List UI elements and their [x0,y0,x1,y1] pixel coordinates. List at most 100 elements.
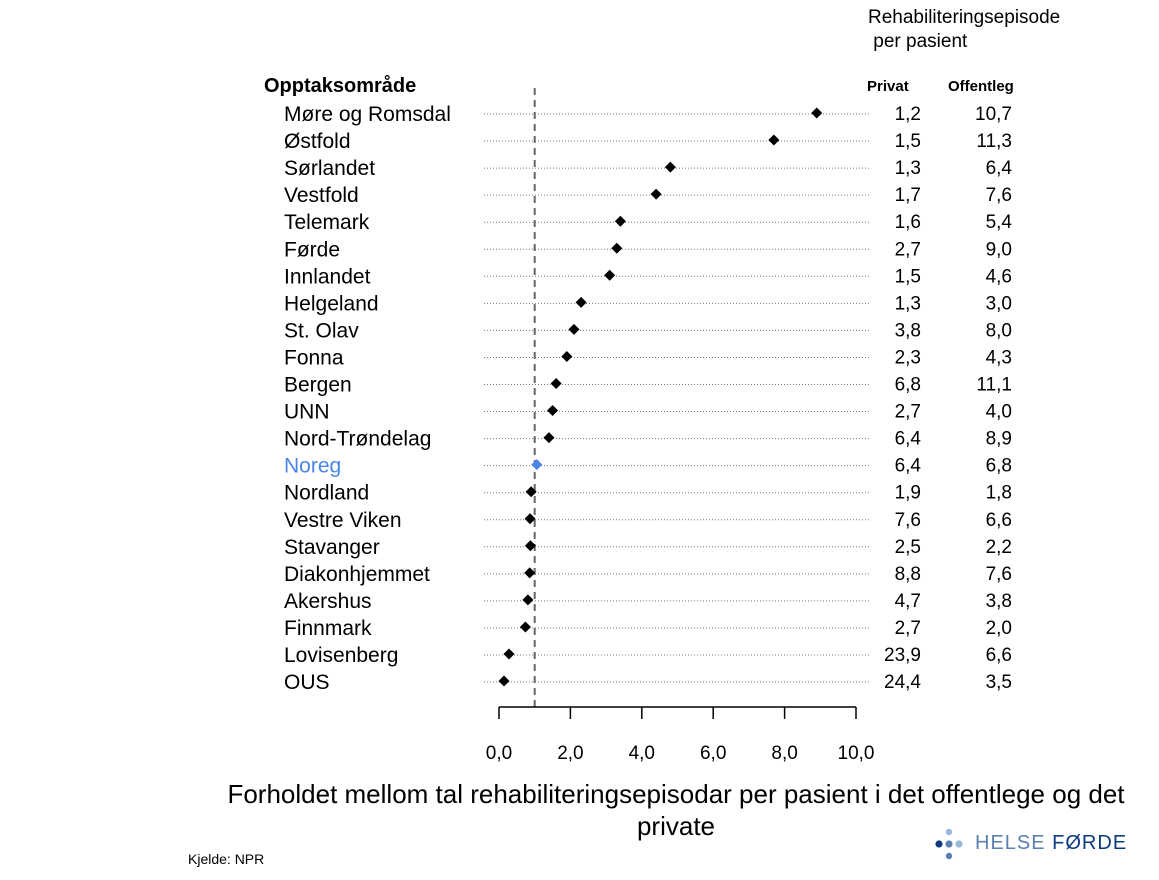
data-point [811,107,823,119]
offentleg-value: 4,3 [986,347,1012,368]
offentleg-value: 9,0 [986,239,1012,260]
data-point [522,594,534,606]
data-point [524,567,536,579]
data-point [543,432,555,444]
row-label: Finnmark [284,617,372,640]
privat-value: 6,4 [895,429,922,450]
row-label: Noreg [284,455,341,478]
offentleg-value: 7,6 [986,185,1012,206]
privat-value: 1,5 [895,131,921,152]
x-tick-label: 6,0 [700,743,726,764]
column-label-offentleg: Offentleg [948,78,1014,95]
data-point [519,621,531,633]
data-point [498,675,510,687]
privat-value: 2,7 [895,402,921,423]
privat-value: 6,4 [895,456,922,477]
row-label: Bergen [284,374,352,397]
offentleg-value: 11,3 [976,131,1012,152]
column-header-line-2: per pasient [868,31,968,52]
privat-value: 6,8 [895,375,921,396]
row-label: Fonna [284,346,344,369]
privat-value: 2,7 [895,618,921,639]
data-point [561,350,573,362]
row-label: Møre og Romsdal [284,103,451,126]
row-label: Nordland [284,482,369,505]
offentleg-value: 11,1 [976,375,1012,396]
row-label: Telemark [284,211,370,234]
data-point [550,378,562,389]
data-point [531,459,543,471]
row-label: St. Olav [284,319,359,342]
privat-value: 7,6 [895,510,921,531]
x-tick-label: 2,0 [557,743,583,764]
offentleg-value: 10,7 [975,104,1012,125]
row-label: Akershus [284,590,372,613]
row-label: Østfold [284,130,351,153]
offentleg-value: 4,6 [986,266,1012,287]
offentleg-value: 6,6 [986,645,1012,666]
privat-value: 1,9 [895,483,921,504]
offentleg-value: 3,5 [986,672,1012,693]
offentleg-value: 7,6 [986,564,1012,585]
x-tick-label: 10,0 [838,743,875,764]
row-label: Sørlandet [284,157,375,180]
row-label: Innlandet [284,265,371,288]
privat-value: 3,8 [895,320,921,341]
privat-value: 24,4 [884,672,921,693]
logo-dots-icon [935,828,963,860]
privat-value: 1,6 [895,212,921,233]
data-point [604,269,616,281]
row-label: Nord-Trøndelag [284,428,431,451]
offentleg-value: 4,0 [986,402,1012,423]
data-point [768,134,780,146]
x-tick-label: 0,0 [486,743,512,764]
offentleg-value: 2,0 [986,618,1012,639]
privat-value: 1,3 [895,293,921,314]
data-point [614,215,626,227]
offentleg-value: 3,0 [986,293,1012,314]
offentleg-value: 6,6 [986,510,1012,531]
column-header-line-1: Rehabiliteringsepisode [868,7,1061,28]
data-point [575,296,587,308]
data-point [568,323,580,335]
privat-value: 23,9 [884,645,921,666]
privat-value: 8,8 [895,564,921,585]
row-label: OUS [284,671,330,694]
data-point [525,486,537,498]
privat-value: 1,7 [895,185,921,206]
data-point [547,405,559,417]
source-note: Kjelde: NPR [188,851,265,867]
privat-value: 1,2 [895,104,921,125]
row-label: Førde [284,238,340,261]
privat-value: 1,5 [895,266,921,287]
offentleg-value: 3,8 [986,591,1012,612]
privat-value: 1,3 [895,158,921,179]
row-label: Diakonhjemmet [284,563,430,586]
row-label: Lovisenberg [284,644,398,667]
privat-value: 4,7 [895,591,921,612]
row-label: Vestre Viken [284,509,402,532]
column-header: Rehabiliteringsepisode per pasient [868,6,1060,54]
row-label: UNN [284,401,330,424]
data-point [503,648,515,660]
helse-forde-logo: HELSE FØRDE [930,826,1126,866]
x-tick-label: 8,0 [771,743,797,764]
privat-value: 2,5 [895,537,921,558]
data-point [524,540,536,552]
group-axis-label: Opptaksområde [264,75,417,97]
data-point [611,242,623,254]
offentleg-value: 6,8 [986,456,1012,477]
row-label: Vestfold [284,184,359,207]
column-label-privat: Privat [867,78,909,95]
x-axis-title: Forholdet mellom tal rehabiliteringsepis… [227,779,1125,841]
offentleg-value: 5,4 [986,212,1013,233]
privat-value: 2,7 [895,239,921,260]
privat-value: 2,3 [895,347,921,368]
logo-text: HELSE FØRDE [975,832,1128,854]
offentleg-value: 8,9 [986,429,1012,450]
offentleg-value: 2,2 [986,537,1012,558]
offentleg-value: 1,8 [986,483,1012,504]
data-point [524,513,536,525]
offentleg-value: 6,4 [986,158,1013,179]
